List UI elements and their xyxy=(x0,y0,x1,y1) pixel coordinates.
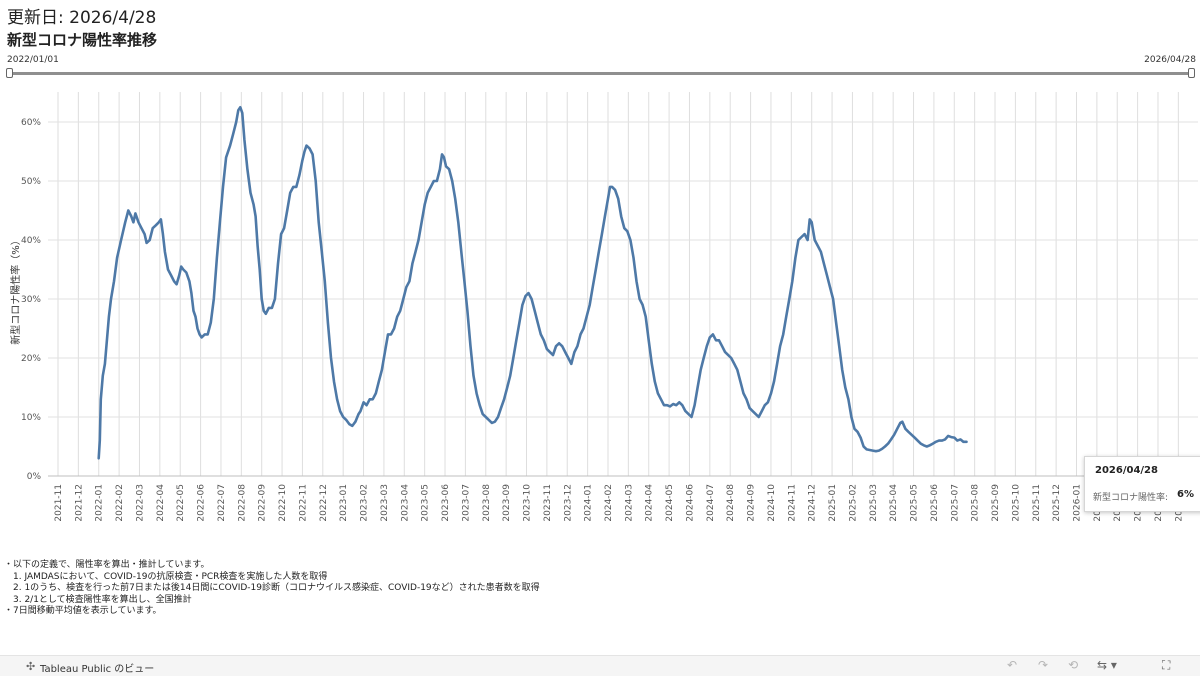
x-tick-label: 2025-12 xyxy=(1052,484,1062,522)
x-tick-label: 2023-11 xyxy=(543,484,553,522)
tableau-logo-icon[interactable]: ✣ xyxy=(26,660,36,673)
x-tick-label: 2022-05 xyxy=(176,484,186,522)
series-group xyxy=(97,106,968,460)
x-tick-label: 2025-03 xyxy=(869,484,879,522)
page-title: 新型コロナ陽性率推移 xyxy=(7,31,158,49)
x-tick-label: 2022-11 xyxy=(298,484,308,522)
x-tick-label: 2023-09 xyxy=(502,484,512,522)
x-tick-label: 2024-05 xyxy=(665,484,675,522)
x-tick-label: 2024-06 xyxy=(685,484,695,522)
x-tick-label: 2025-10 xyxy=(1011,484,1021,522)
x-tick-label: 2025-07 xyxy=(950,484,960,522)
x-tick-label: 2025-08 xyxy=(971,484,981,522)
tooltip-label: 新型コロナ陽性率: xyxy=(1093,493,1169,503)
x-tick-label: 2023-04 xyxy=(400,484,410,522)
x-tick-label: 2022-08 xyxy=(237,484,247,522)
x-tick-label: 2023-12 xyxy=(563,484,573,522)
horizontal-gridlines xyxy=(48,121,1198,477)
x-tick-label: 2022-01 xyxy=(95,484,105,522)
note-line: 3. 2/1として検査陽性率を算出し、全国推計 xyxy=(13,594,192,605)
x-tick-label: 2026-01 xyxy=(1073,484,1083,522)
y-tick-label: 50% xyxy=(21,177,41,187)
x-tick-label: 2025-02 xyxy=(848,484,858,522)
y-axis-ticks: 0% 10% 20% 30% 40% 50% 60% xyxy=(21,118,41,482)
x-tick-label: 2022-07 xyxy=(217,484,227,522)
x-tick-label: 2022-06 xyxy=(197,484,207,522)
range-start-label: 2022/01/01 xyxy=(7,55,59,65)
date-range-slider[interactable] xyxy=(10,72,1192,75)
x-tick-label: 2022-09 xyxy=(258,484,268,522)
x-tick-label: 2024-07 xyxy=(706,484,716,522)
y-tick-label: 0% xyxy=(27,472,42,482)
slider-handle-start[interactable] xyxy=(6,68,13,78)
x-tick-label: 2024-12 xyxy=(808,484,818,522)
x-tick-label: 2022-03 xyxy=(135,484,145,522)
undo-icon[interactable]: ↶ xyxy=(1007,658,1018,672)
note-line: ・以下の定義で、陽性率を算出・推計しています。 xyxy=(4,560,210,570)
vertical-gridlines xyxy=(57,92,1179,476)
x-tick-label: 2023-02 xyxy=(360,484,370,522)
y-axis-title: 新型コロナ陽性率（%） xyxy=(9,235,22,345)
range-end-label: 2026/04/28 xyxy=(1144,55,1196,65)
updated-date: 更新日: 2026/4/28 xyxy=(7,8,157,28)
notes: ・以下の定義で、陽性率を算出・推計しています。 1. JAMDASにおいて、CO… xyxy=(4,560,540,618)
x-tick-label: 2024-11 xyxy=(787,484,797,522)
tooltip-value: 6% xyxy=(1177,489,1194,500)
y-tick-label: 40% xyxy=(21,236,41,246)
x-tick-label: 2021-12 xyxy=(74,484,84,522)
x-tick-label: 2022-04 xyxy=(156,484,166,522)
x-tick-label: 2023-05 xyxy=(421,484,431,522)
note-line: ・7日間移動平均値を表示しています。 xyxy=(4,606,162,616)
x-tick-label: 2025-01 xyxy=(828,484,838,522)
x-tick-label: 2024-02 xyxy=(604,484,614,522)
x-axis-ticks: 2021-11 2021-12 2022-01 2022-02 2022-03 2022-… xyxy=(54,484,1184,522)
tooltip-date: 2026/04/28 xyxy=(1095,465,1158,476)
y-tick-label: 10% xyxy=(21,413,41,423)
x-tick-label: 2023-03 xyxy=(380,484,390,522)
x-tick-label: 2023-01 xyxy=(339,484,349,522)
x-tick-label: 2023-06 xyxy=(441,484,451,522)
x-tick-label: 2022-02 xyxy=(115,484,125,522)
footer-bar: ✣ Tableau Public のビュー ↶ ↷ ⟲ ⇆ ▾ ⛶ xyxy=(0,655,1200,676)
x-tick-label: 2024-04 xyxy=(645,484,655,522)
x-tick-label: 2024-09 xyxy=(747,484,757,522)
x-tick-label: 2025-04 xyxy=(889,484,899,522)
x-tick-label: 2024-10 xyxy=(767,484,777,522)
x-tick-label: 2023-10 xyxy=(523,484,533,522)
x-tick-label: 2021-11 xyxy=(54,484,64,522)
tooltip: 2026/04/28 新型コロナ陽性率: 6% xyxy=(1084,456,1200,512)
x-tick-label: 2024-08 xyxy=(726,484,736,522)
x-tick-label: 2024-03 xyxy=(624,484,634,522)
note-line: 1. JAMDASにおいて、COVID-19の抗原検査・PCR検査を実施した人数… xyxy=(13,571,328,582)
x-tick-label: 2022-12 xyxy=(319,484,329,522)
x-tick-label: 2025-11 xyxy=(1032,484,1042,522)
fullscreen-icon[interactable]: ⛶ xyxy=(1162,658,1171,672)
x-tick-label: 2024-01 xyxy=(584,484,594,522)
x-tick-label: 2023-08 xyxy=(482,484,492,522)
y-tick-label: 60% xyxy=(21,118,41,128)
series-line[interactable] xyxy=(97,106,968,460)
x-tick-label: 2025-06 xyxy=(930,484,940,522)
share-icon[interactable]: ⇆ ▾ xyxy=(1097,658,1117,672)
x-tick-label: 2022-10 xyxy=(278,484,288,522)
redo-icon[interactable]: ↷ xyxy=(1038,658,1049,672)
y-tick-label: 20% xyxy=(21,354,41,364)
line-chart[interactable]: 0% 10% 20% 30% 40% 50% 60% 2021-11 2021-12 2022-… xyxy=(0,0,1200,560)
x-tick-label: 2025-09 xyxy=(991,484,1001,522)
tableau-public-link[interactable]: Tableau Public のビュー xyxy=(40,664,155,675)
slider-handle-end[interactable] xyxy=(1188,68,1195,78)
note-line: 2. 1のうち、検査を行った前7日または後14日間にCOVID-19診断（コロナ… xyxy=(13,583,540,593)
revert-icon[interactable]: ⟲ xyxy=(1068,658,1079,672)
x-tick-label: 2023-07 xyxy=(461,484,471,522)
y-tick-label: 30% xyxy=(21,295,41,305)
x-tick-label: 2025-05 xyxy=(910,484,920,522)
